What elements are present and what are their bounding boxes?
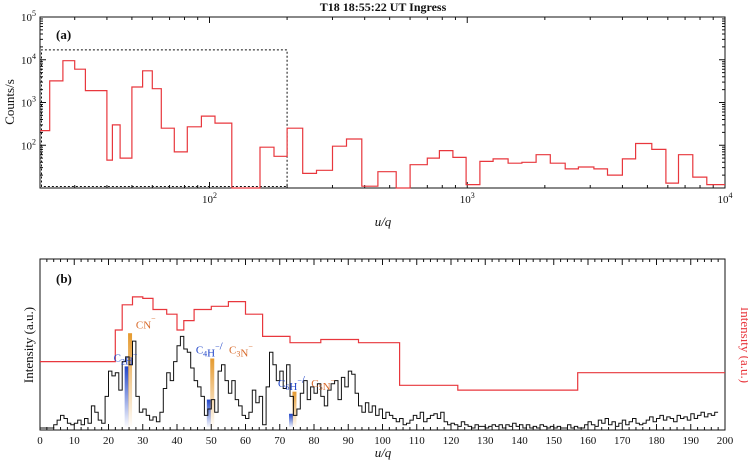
chart-title: T18 18:55:22 UT Ingress xyxy=(320,0,447,14)
x-tick-label: 100 xyxy=(374,435,391,447)
x-tick-label: 180 xyxy=(648,435,665,447)
x-tick-label: 160 xyxy=(580,435,597,447)
x-tick-label: 103 xyxy=(460,191,475,206)
panel-a: T18 18:55:22 UT Ingress (a) 102 103 104 10… xyxy=(2,0,733,229)
anion-markers xyxy=(124,333,297,428)
anion-label-c3n: C3N− xyxy=(229,343,253,360)
panel-b-y-axis-label: Intensity (a.u.) xyxy=(21,307,36,383)
x-tick-label: 60 xyxy=(240,435,252,447)
x-tick-label: 104 xyxy=(718,191,733,206)
x-tick-label: 190 xyxy=(683,435,700,447)
panel-b-smoothed-intensity-series xyxy=(40,296,725,391)
y-tick-label: 103 xyxy=(21,95,36,110)
anion-annotations: C2H− CN− C4H−/ C3N− C6H−/ C5N− xyxy=(114,314,336,392)
panel-b-intensity-series xyxy=(40,335,719,429)
x-tick-label: 70 xyxy=(274,435,286,447)
anion-label-c6h: C6H−/ xyxy=(278,374,306,393)
panel-b-label: (b) xyxy=(56,271,72,286)
x-tick-label: 120 xyxy=(443,435,460,447)
panel-b: (b) 0 10 20 30 40 50 60 70 80 90 100 110 120 130 140 15… xyxy=(21,258,748,460)
x-tick-label: 0 xyxy=(37,435,43,447)
anion-marker-bar xyxy=(206,399,211,428)
x-tick-label: 50 xyxy=(206,435,218,447)
anion-marker-bar xyxy=(128,333,133,428)
anion-label-c5n: C5N− xyxy=(311,376,335,393)
panel-b-right-y-axis-label: Intensity (a.u.) xyxy=(738,307,748,383)
panel-a-label: (a) xyxy=(56,27,71,42)
x-tick-label: 130 xyxy=(477,435,494,447)
x-tick-label: 20 xyxy=(103,435,115,447)
panel-a-count-rate-series xyxy=(40,60,725,189)
x-tick-label: 10 xyxy=(69,435,81,447)
anion-marker-bar xyxy=(124,366,129,428)
anion-marker-bar xyxy=(292,391,297,428)
y-tick-label: 104 xyxy=(21,52,36,67)
anion-label-c4h: C4H−/ xyxy=(196,341,224,360)
x-tick-label: 140 xyxy=(511,435,528,447)
x-tick-label: 150 xyxy=(546,435,563,447)
anion-marker-bar xyxy=(210,358,215,428)
y-tick-label: 105 xyxy=(21,9,36,24)
panel-b-x-axis-label: u/q xyxy=(375,445,392,460)
panel-b-frame xyxy=(39,258,726,431)
x-tick-label: 200 xyxy=(717,435,734,447)
x-tick-label: 170 xyxy=(614,435,631,447)
x-tick-label: 110 xyxy=(409,435,426,447)
panel-a-x-ticks: 102 103 104 xyxy=(74,17,733,206)
x-tick-label: 90 xyxy=(343,435,355,447)
x-tick-label: 102 xyxy=(202,191,217,206)
panel-a-y-axis-label: Counts/s xyxy=(2,79,17,125)
zoom-region-box xyxy=(41,49,288,187)
anion-label-cn: CN− xyxy=(136,314,156,331)
x-tick-label: 40 xyxy=(172,435,184,447)
x-tick-label: 80 xyxy=(309,435,321,447)
panel-a-y-ticks: 102 103 104 105 xyxy=(21,9,725,189)
x-tick-label: 30 xyxy=(137,435,149,447)
y-tick-label: 102 xyxy=(21,137,36,152)
anion-marker-bar xyxy=(289,413,294,428)
panel-a-x-axis-label: u/q xyxy=(375,214,392,229)
anion-label-c2h: C2H− xyxy=(114,351,138,368)
